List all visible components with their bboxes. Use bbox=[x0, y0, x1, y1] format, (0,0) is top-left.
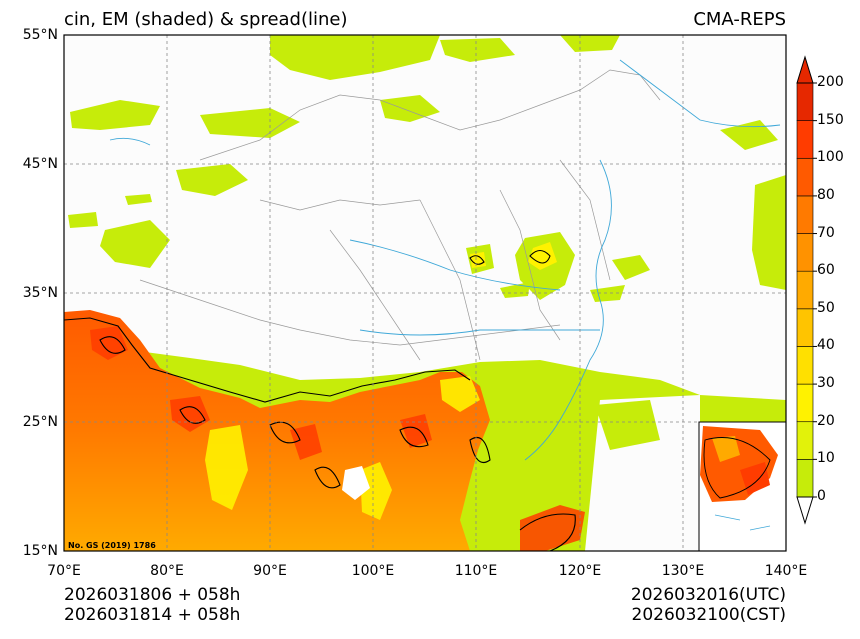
colorbar-level-label: 30 bbox=[817, 375, 835, 392]
colorbar-level-label: 0 bbox=[817, 488, 826, 504]
colorbar-bin bbox=[796, 233, 814, 272]
chart-title: cin, EM (shaded) & spread(line) bbox=[64, 9, 348, 30]
colorbar-bin bbox=[796, 308, 814, 347]
colorbar-level-label: 20 bbox=[817, 412, 835, 429]
rivers-coastline bbox=[109, 59, 781, 461]
colorbar-bin bbox=[796, 195, 814, 234]
south-china-sea-inset bbox=[698, 421, 786, 551]
lon-label: 120°E bbox=[558, 563, 602, 579]
lon-label: 90°E bbox=[253, 563, 287, 579]
cin-medium-patches bbox=[205, 376, 480, 520]
valid-time-utc: 2026032016(UTC) bbox=[630, 585, 786, 605]
lat-label: 25°N bbox=[22, 414, 58, 430]
colorbar-level-label: 70 bbox=[817, 224, 835, 241]
lon-label: 70°E bbox=[47, 563, 81, 579]
map-grid bbox=[64, 35, 786, 551]
colorbar-bin bbox=[796, 120, 814, 159]
lon-label: 110°E bbox=[454, 563, 498, 579]
colorbar-level-label: 150 bbox=[817, 111, 844, 128]
colorbar-bin bbox=[796, 383, 814, 423]
colorbar-bin bbox=[796, 346, 814, 385]
valid-time-block: 2026032016(UTC) 2026032100(CST) bbox=[631, 585, 786, 625]
map-frame bbox=[63, 34, 787, 552]
lat-label: 55°N bbox=[22, 27, 58, 43]
colorbar-level-label: 100 bbox=[817, 149, 844, 166]
model-name: CMA-REPS bbox=[693, 9, 786, 30]
lat-label: 15°N bbox=[22, 543, 58, 559]
colorbar-bin bbox=[796, 157, 814, 197]
init-time-line-2: 2026031814 + 058h bbox=[64, 605, 241, 625]
cin-zero-patch bbox=[342, 466, 370, 500]
admin-borders bbox=[139, 69, 661, 361]
init-time-line-1: 2026031806 + 058h bbox=[64, 585, 241, 605]
colorbar-bin bbox=[796, 82, 814, 121]
colorbar bbox=[796, 55, 817, 525]
colorbar-level-label: 80 bbox=[817, 186, 835, 203]
lon-label: 100°E bbox=[351, 563, 395, 579]
colorbar-level-label: 200 bbox=[817, 74, 844, 90]
colorbar-bin bbox=[796, 459, 814, 498]
colorbar-level-label: 10 bbox=[817, 450, 835, 467]
colorbar-bin bbox=[796, 270, 814, 310]
lat-label: 45°N bbox=[22, 156, 58, 172]
map-approval-note: No. GS (2019) 1786 bbox=[68, 541, 156, 550]
spread-contours bbox=[64, 249, 576, 551]
colorbar-level-label: 40 bbox=[817, 337, 835, 354]
init-time-block: 2026031806 + 058h 2026031814 + 058h bbox=[64, 585, 240, 625]
lon-label: 140°E bbox=[764, 563, 808, 579]
cin-low-ocean bbox=[595, 400, 660, 450]
lon-label: 130°E bbox=[661, 563, 705, 579]
colorbar-level-label: 50 bbox=[817, 299, 835, 316]
lat-label: 35°N bbox=[22, 285, 58, 301]
colorbar-extend-low bbox=[796, 496, 814, 525]
colorbar-bin bbox=[796, 421, 814, 460]
colorbar-level-label: 60 bbox=[817, 262, 835, 279]
valid-time-cst: 2026032100(CST) bbox=[631, 605, 786, 625]
lon-label: 80°E bbox=[150, 563, 184, 579]
colorbar-extend-high bbox=[796, 55, 814, 84]
